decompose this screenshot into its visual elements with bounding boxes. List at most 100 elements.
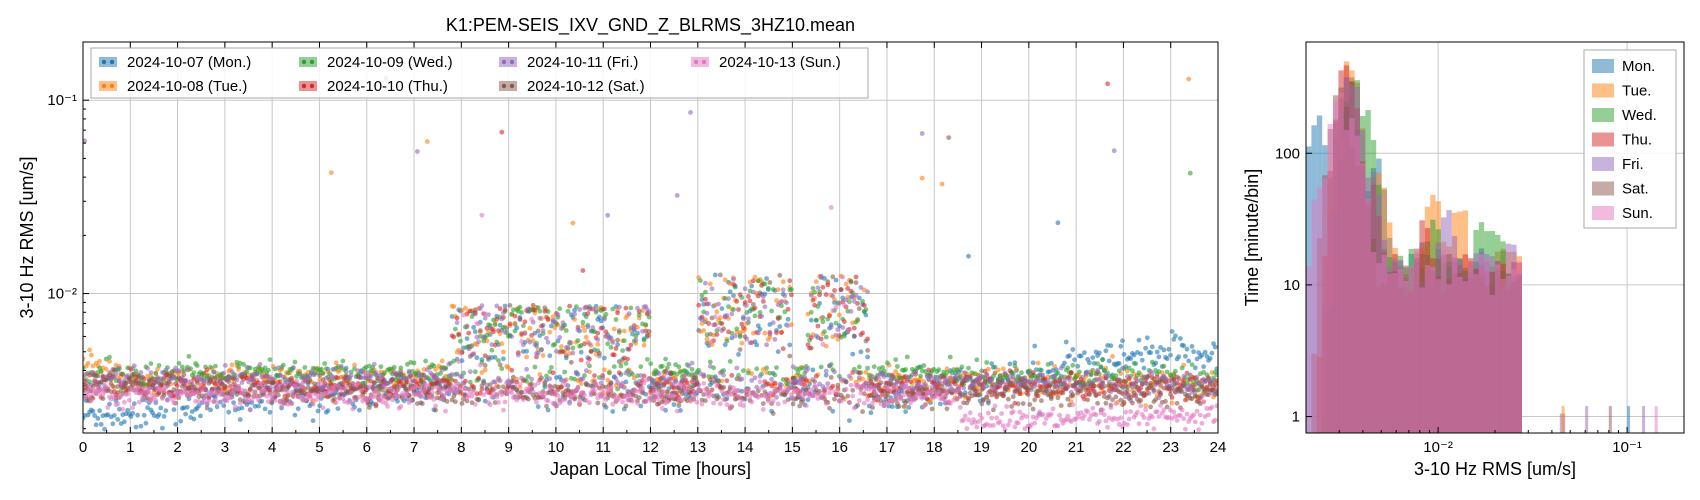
data-point bbox=[688, 110, 693, 115]
data-point bbox=[1171, 377, 1177, 383]
data-point bbox=[1166, 385, 1172, 391]
data-point bbox=[848, 382, 854, 388]
data-point bbox=[890, 404, 895, 409]
data-point bbox=[173, 421, 179, 427]
data-point bbox=[347, 399, 352, 405]
data-point bbox=[636, 395, 642, 400]
data-point bbox=[254, 393, 260, 399]
data-point bbox=[431, 381, 437, 387]
data-point bbox=[875, 396, 880, 401]
data-point bbox=[1211, 377, 1216, 383]
data-point bbox=[1035, 360, 1041, 366]
data-point bbox=[683, 372, 688, 378]
data-point bbox=[143, 420, 149, 426]
data-point bbox=[962, 370, 968, 375]
data-point bbox=[1096, 350, 1102, 356]
data-point bbox=[603, 311, 609, 317]
data-point bbox=[464, 336, 470, 341]
data-point bbox=[330, 374, 336, 380]
data-point bbox=[545, 398, 551, 404]
data-point bbox=[597, 314, 602, 320]
data-point bbox=[903, 400, 908, 405]
data-point bbox=[1186, 358, 1192, 364]
data-point bbox=[843, 297, 849, 303]
data-point bbox=[161, 414, 167, 419]
data-point bbox=[603, 333, 609, 339]
data-point bbox=[338, 386, 344, 391]
data-point bbox=[1192, 365, 1198, 371]
data-point bbox=[1130, 400, 1135, 406]
data-point bbox=[130, 371, 136, 377]
data-point bbox=[850, 393, 856, 399]
data-point bbox=[770, 287, 776, 292]
data-point bbox=[688, 398, 693, 404]
data-point bbox=[716, 326, 721, 332]
data-point bbox=[823, 292, 829, 297]
data-point bbox=[638, 373, 644, 378]
data-point bbox=[1010, 371, 1016, 377]
data-point bbox=[512, 313, 518, 319]
data-point bbox=[751, 302, 756, 307]
data-point bbox=[365, 370, 371, 375]
data-point bbox=[570, 220, 576, 226]
data-point bbox=[126, 397, 132, 403]
data-point bbox=[325, 366, 331, 372]
data-point bbox=[774, 330, 779, 336]
data-point bbox=[770, 320, 776, 326]
data-point bbox=[395, 393, 400, 399]
data-point bbox=[1123, 409, 1129, 415]
data-point bbox=[605, 341, 611, 347]
data-point bbox=[790, 364, 796, 370]
data-point bbox=[856, 306, 862, 312]
data-point bbox=[222, 384, 228, 389]
data-point bbox=[976, 381, 981, 387]
data-point bbox=[810, 367, 816, 373]
data-point bbox=[1138, 403, 1144, 409]
x-tick-label: 0 bbox=[79, 439, 87, 456]
data-point bbox=[865, 354, 870, 360]
data-point bbox=[621, 338, 627, 344]
data-point bbox=[703, 280, 708, 286]
data-point bbox=[1108, 405, 1114, 411]
data-point bbox=[583, 334, 589, 340]
data-point bbox=[623, 403, 629, 409]
data-point bbox=[1078, 353, 1084, 359]
data-point bbox=[747, 298, 753, 304]
data-point bbox=[729, 391, 735, 397]
data-point bbox=[365, 400, 371, 406]
data-point bbox=[560, 390, 566, 395]
data-point bbox=[577, 399, 582, 405]
data-point bbox=[699, 321, 705, 326]
data-point bbox=[285, 392, 291, 398]
data-point bbox=[827, 313, 832, 319]
data-point bbox=[1010, 394, 1016, 400]
data-point bbox=[808, 293, 814, 298]
data-point bbox=[673, 378, 678, 384]
data-point bbox=[646, 309, 652, 315]
data-point bbox=[618, 363, 624, 369]
data-point bbox=[496, 400, 501, 405]
data-point bbox=[477, 362, 483, 368]
data-point bbox=[615, 342, 620, 347]
data-point bbox=[545, 339, 551, 345]
x-tick-label: 9 bbox=[504, 439, 512, 456]
data-point bbox=[474, 334, 480, 340]
data-point bbox=[431, 397, 437, 402]
data-point bbox=[732, 333, 738, 339]
y-tick-label: 10⁻² bbox=[47, 286, 77, 303]
data-point bbox=[555, 393, 561, 399]
data-point bbox=[957, 405, 963, 410]
data-point bbox=[904, 376, 910, 381]
data-point bbox=[602, 355, 607, 361]
data-point bbox=[997, 419, 1003, 425]
data-point bbox=[1135, 409, 1140, 415]
data-point bbox=[919, 175, 925, 181]
data-point bbox=[746, 370, 751, 376]
data-point bbox=[1214, 403, 1218, 409]
x-tick-label: 2 bbox=[173, 439, 181, 456]
data-point bbox=[565, 392, 571, 398]
data-point bbox=[602, 367, 607, 373]
x-tick-label: 21 bbox=[1068, 439, 1085, 456]
data-point bbox=[568, 395, 574, 401]
data-point bbox=[555, 312, 561, 318]
